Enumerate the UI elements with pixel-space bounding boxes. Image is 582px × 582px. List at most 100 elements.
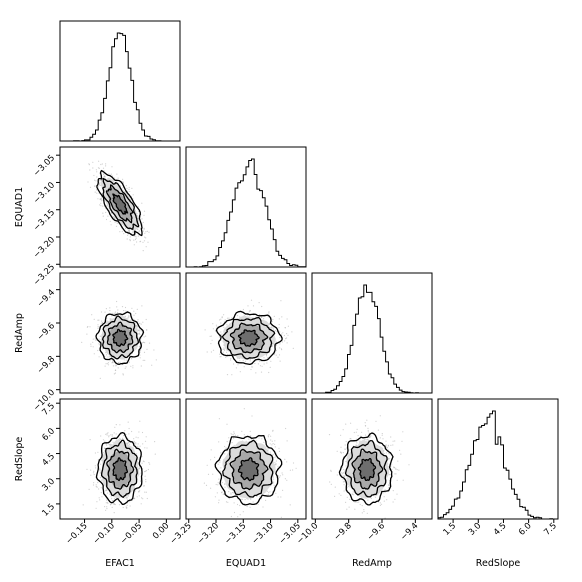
scatter-point [142, 359, 144, 361]
scatter-point [255, 440, 257, 442]
scatter-point [274, 440, 276, 442]
scatter-point [273, 481, 275, 483]
contour-line [214, 434, 283, 506]
scatter-point [125, 507, 127, 509]
scatter-point [100, 198, 102, 201]
scatter-point [123, 233, 125, 235]
scatter-point [210, 487, 212, 489]
scatter-point [110, 496, 112, 498]
scatter-point [402, 479, 404, 481]
scatter-point [266, 362, 268, 364]
scatter-point [287, 334, 289, 336]
scatter-point [144, 470, 147, 472]
scatter-point [227, 521, 228, 522]
scatter-point [94, 465, 96, 467]
scatter-point [94, 452, 96, 454]
scatter-point [138, 333, 140, 335]
scatter-point [231, 442, 233, 444]
scatter-point [216, 326, 218, 328]
scatter-point [356, 522, 357, 523]
scatter-point [275, 492, 277, 494]
scatter-point [343, 490, 345, 492]
scatter-point [344, 444, 346, 446]
scatter-point [102, 215, 104, 217]
scatter-point [359, 440, 361, 442]
scatter-point [123, 310, 125, 312]
scatter-point [99, 198, 101, 201]
scatter-point [266, 353, 268, 356]
scatter-point [128, 433, 130, 435]
scatter-point [346, 496, 348, 498]
scatter-point [88, 163, 90, 165]
scatter-point [133, 310, 135, 312]
scatter-point [250, 435, 252, 437]
scatter-point [267, 447, 269, 450]
scatter-point [218, 441, 220, 443]
scatter-point [233, 434, 235, 436]
scatter-point [231, 433, 233, 436]
scatter-point [137, 458, 139, 460]
scatter-point [111, 435, 113, 437]
scatter-point [142, 250, 144, 252]
scatter-point [86, 468, 88, 470]
scatter-point [127, 234, 129, 236]
scatter-point [217, 482, 219, 484]
scatter-point [142, 443, 144, 445]
scatter-point [136, 308, 138, 310]
scatter-point [391, 464, 393, 466]
scatter-point [223, 326, 225, 328]
scatter-point [143, 336, 145, 338]
scatter-point [281, 316, 283, 318]
scatter-point [110, 503, 112, 505]
scatter-point [279, 475, 281, 477]
panel-RedAmp-RedAmp [311, 272, 433, 394]
scatter-point [284, 340, 286, 342]
scatter-point [117, 177, 119, 179]
scatter-point [399, 449, 401, 451]
scatter-point [134, 235, 136, 237]
scatter-point [118, 504, 121, 506]
scatter-point [364, 425, 367, 427]
scatter-point [144, 491, 146, 493]
scatter-point [94, 191, 96, 193]
scatter-point [90, 345, 92, 347]
scatter-point [148, 462, 150, 464]
scatter-point [93, 174, 95, 177]
contour-line [106, 321, 134, 354]
scatter-point [109, 318, 111, 320]
scatter-point [220, 452, 222, 454]
scatter-point [103, 170, 105, 172]
scatter-point [109, 310, 111, 312]
scatter-point [115, 433, 117, 435]
scatter-point [263, 318, 265, 320]
scatter-point [103, 450, 106, 452]
scatter-point [113, 497, 115, 499]
scatter-point [92, 341, 94, 343]
scatter-point [279, 360, 281, 362]
scatter-point [129, 239, 131, 241]
scatter-point [286, 440, 288, 442]
scatter-point [105, 218, 108, 221]
scatter-point [98, 488, 100, 490]
scatter-point [289, 504, 291, 506]
scatter-point [142, 221, 144, 224]
scatter-point [230, 358, 232, 360]
scatter-point [101, 320, 103, 322]
scatter-point [125, 359, 127, 361]
scatter-point [112, 365, 114, 367]
contour-line [102, 177, 140, 230]
scatter-point [130, 365, 132, 367]
scatter-point [103, 320, 105, 322]
scatter-point [268, 371, 270, 374]
scatter-point [360, 435, 362, 437]
scatter-point [139, 445, 141, 447]
scatter-point [126, 187, 128, 189]
scatter-point [357, 435, 359, 437]
scatter-point [275, 341, 277, 343]
scatter-point [94, 338, 96, 340]
scatter-point [126, 238, 128, 240]
scatter-point [274, 446, 276, 448]
scatter-point [145, 318, 147, 321]
contour-line [106, 448, 135, 490]
scatter-point [270, 360, 272, 362]
